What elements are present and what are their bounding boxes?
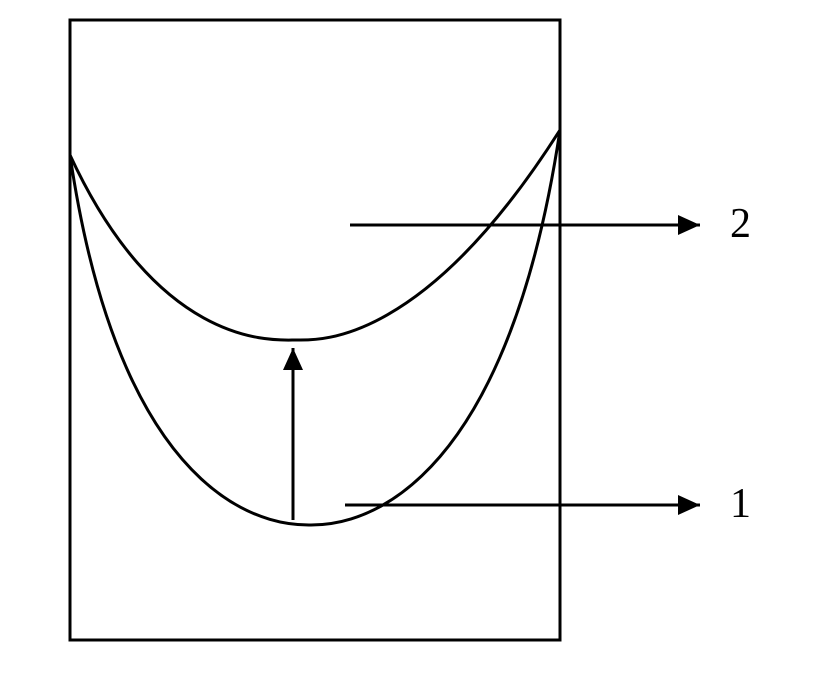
arrow-vertical — [283, 348, 303, 520]
arrow-to-1 — [345, 495, 700, 515]
curve-lower — [70, 130, 560, 525]
label-2: 2 — [730, 200, 751, 248]
diagram-canvas: 1 2 — [0, 0, 815, 680]
label-1: 1 — [730, 480, 751, 528]
diagram-svg — [0, 0, 815, 680]
frame-rect — [70, 20, 560, 640]
arrow-to-2 — [350, 215, 700, 235]
curve-upper — [70, 130, 560, 340]
